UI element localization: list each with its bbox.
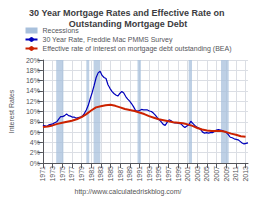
- svg-text:2%: 2%: [30, 149, 40, 156]
- svg-text:1991: 1991: [136, 166, 143, 182]
- svg-text:20%: 20%: [26, 57, 40, 64]
- svg-text:2001: 2001: [184, 166, 191, 182]
- svg-text:Outstanding Mortgage Debt: Outstanding Mortgage Debt: [69, 19, 188, 29]
- svg-text:2003: 2003: [194, 166, 201, 182]
- svg-text:4%: 4%: [30, 139, 40, 146]
- svg-text:0%: 0%: [30, 160, 40, 167]
- svg-text:2013: 2013: [242, 166, 249, 182]
- svg-text:2005: 2005: [203, 166, 210, 182]
- svg-text:10%: 10%: [26, 108, 40, 115]
- svg-text:12%: 12%: [26, 98, 40, 105]
- svg-text:1997: 1997: [165, 166, 172, 182]
- svg-text:30 Year Rate, Freddie Mac PMMS: 30 Year Rate, Freddie Mac PMMS Survey: [43, 36, 173, 44]
- svg-text:2009: 2009: [223, 166, 230, 182]
- svg-text:Interest Rates: Interest Rates: [8, 89, 15, 133]
- svg-text:1983: 1983: [97, 166, 104, 182]
- svg-text:1993: 1993: [146, 166, 153, 182]
- svg-text:Recessions: Recessions: [42, 27, 79, 34]
- svg-text:1981: 1981: [88, 166, 95, 182]
- svg-text:1975: 1975: [59, 166, 66, 182]
- svg-text:6%: 6%: [30, 129, 40, 136]
- svg-text:14%: 14%: [26, 87, 40, 94]
- svg-text:1985: 1985: [107, 166, 114, 182]
- svg-text:1995: 1995: [155, 166, 162, 182]
- svg-text:1999: 1999: [175, 166, 182, 182]
- svg-text:1989: 1989: [126, 166, 133, 182]
- svg-text:18%: 18%: [26, 67, 40, 74]
- svg-text:30 Year Mortgage Rates and Eff: 30 Year Mortgage Rates and Effective Rat…: [29, 8, 227, 18]
- svg-text:1971: 1971: [39, 166, 46, 182]
- svg-text:8%: 8%: [30, 118, 40, 125]
- svg-text:1973: 1973: [49, 166, 56, 182]
- svg-text:Effective rate of interest on: Effective rate of interest on mortgage d…: [43, 45, 232, 53]
- svg-text:1979: 1979: [78, 166, 85, 182]
- svg-text:1987: 1987: [117, 166, 124, 182]
- svg-text:1977: 1977: [68, 166, 75, 182]
- svg-text:http://www.calculatedriskblog.: http://www.calculatedriskblog.com/: [75, 188, 182, 196]
- svg-text:16%: 16%: [26, 77, 40, 84]
- svg-text:2007: 2007: [213, 166, 220, 182]
- svg-text:2011: 2011: [232, 166, 239, 181]
